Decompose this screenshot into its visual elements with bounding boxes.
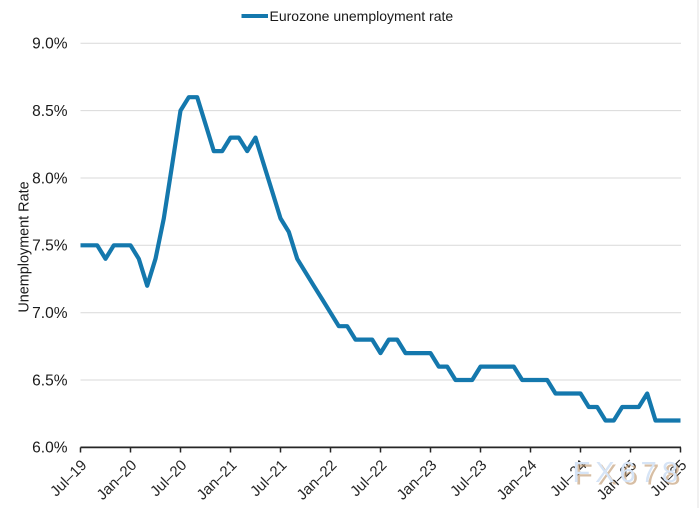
svg-text:9.0%: 9.0%: [32, 36, 68, 53]
svg-text:6.5%: 6.5%: [32, 372, 68, 389]
svg-text:6.0%: 6.0%: [32, 440, 68, 457]
svg-text:FX678: FX678: [575, 460, 685, 492]
svg-text:FX678: FX678: [573, 457, 683, 489]
svg-text:8.0%: 8.0%: [32, 170, 68, 187]
svg-text:Eurozone unemployment rate: Eurozone unemployment rate: [270, 8, 454, 24]
svg-text:7.5%: 7.5%: [32, 238, 68, 255]
svg-text:8.5%: 8.5%: [32, 103, 68, 120]
svg-text:7.0%: 7.0%: [32, 305, 68, 322]
svg-text:Unemployment Rate: Unemployment Rate: [17, 181, 33, 312]
